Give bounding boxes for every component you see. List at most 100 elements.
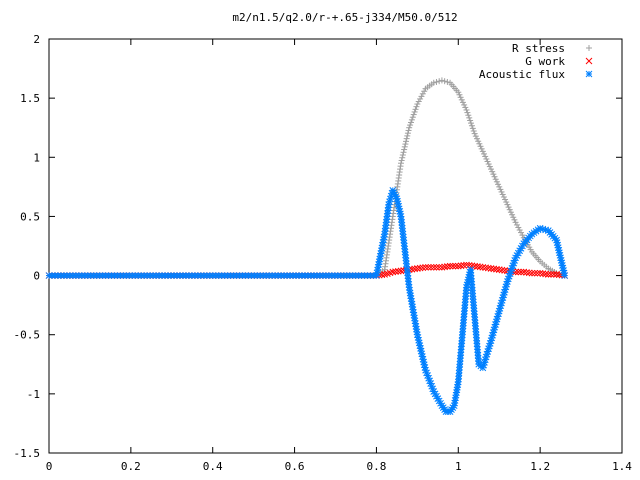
- data-point: [518, 229, 525, 236]
- data-point: [438, 263, 446, 271]
- data-point: [465, 261, 473, 269]
- data-point: [513, 221, 520, 228]
- data-point: [394, 267, 402, 275]
- data-point: [542, 270, 549, 278]
- y-tick-label: 0.5: [20, 210, 40, 223]
- data-point: [398, 157, 405, 164]
- data-point: [476, 263, 484, 271]
- data-point: [482, 264, 489, 272]
- data-point: [515, 224, 522, 231]
- data-point: [481, 150, 488, 157]
- data-point: [396, 208, 404, 215]
- data-point: [430, 263, 438, 271]
- data-point: [394, 200, 402, 208]
- data-point: [446, 262, 454, 270]
- data-point: [407, 119, 414, 126]
- data-point: [454, 262, 462, 270]
- data-point: [444, 78, 451, 85]
- data-point: [484, 264, 492, 272]
- data-point: [441, 263, 448, 271]
- data-point: [411, 265, 418, 273]
- data-point: [500, 193, 507, 200]
- data-point: [449, 262, 457, 270]
- data-point: [482, 153, 489, 160]
- data-point: [407, 122, 414, 129]
- data-point: [472, 133, 479, 140]
- data-point: [424, 263, 432, 271]
- data-point: [503, 199, 510, 206]
- axis-ticks: 0 0.2 0.4 0.6 0.8 1 1.2 1.4 -1.5 -1 -0.5 0 0.5 1 1.5 2: [14, 33, 633, 473]
- data-point: [433, 263, 440, 271]
- data-point: [539, 270, 547, 277]
- data-point: [408, 116, 415, 123]
- data-point: [395, 202, 403, 210]
- data-point: [495, 181, 502, 188]
- data-point: [412, 106, 419, 113]
- data-point: [478, 145, 485, 152]
- data-point: [497, 186, 504, 193]
- x-tick-label: 0.2: [121, 460, 141, 473]
- x-tick-label: 1.2: [530, 460, 550, 473]
- data-point: [435, 263, 443, 271]
- x-tick-label: 0.8: [366, 460, 386, 473]
- data-point: [479, 263, 487, 271]
- data-point: [414, 101, 421, 108]
- y-tick-label: -0.5: [14, 329, 41, 342]
- data-point: [410, 111, 417, 118]
- data-point: [466, 114, 473, 121]
- series-r-stress: [46, 77, 568, 279]
- legend-marker: [585, 57, 593, 65]
- data-point: [506, 206, 513, 213]
- data-point: [462, 104, 469, 111]
- data-point: [416, 264, 424, 272]
- data-point: [458, 96, 465, 103]
- data-marks: [45, 77, 569, 415]
- data-point: [490, 171, 497, 178]
- data-point: [471, 130, 478, 137]
- series-acoustic-flux: [45, 187, 569, 415]
- data-point: [510, 214, 517, 221]
- data-point: [519, 232, 526, 239]
- data-point: [544, 271, 552, 278]
- data-point: [457, 94, 464, 101]
- y-tick-label: 1: [33, 151, 40, 164]
- data-point: [490, 265, 498, 273]
- data-point: [397, 210, 404, 218]
- data-point: [402, 141, 409, 148]
- data-point: [511, 216, 518, 223]
- data-point: [403, 135, 410, 142]
- x-tick-label: 1: [455, 460, 462, 473]
- y-tick-label: -1: [27, 388, 40, 401]
- data-point: [496, 183, 503, 190]
- data-point: [491, 173, 498, 180]
- data-point: [550, 271, 558, 278]
- data-point: [523, 269, 530, 276]
- data-point: [501, 267, 509, 274]
- data-point: [470, 128, 477, 134]
- legend-label: Acoustic flux: [479, 68, 565, 81]
- y-tick-label: 1.5: [20, 92, 40, 105]
- data-point: [483, 155, 490, 162]
- data-point: [452, 262, 459, 270]
- data-point: [469, 125, 476, 132]
- data-point: [477, 143, 484, 150]
- y-tick-label: -1.5: [14, 447, 41, 460]
- data-point: [493, 178, 500, 185]
- data-point: [401, 146, 408, 153]
- data-point: [399, 154, 406, 161]
- data-point: [553, 271, 560, 278]
- data-point: [488, 166, 495, 173]
- data-point: [397, 160, 404, 167]
- data-point: [464, 109, 471, 116]
- data-point: [512, 219, 519, 226]
- data-point: [399, 152, 406, 159]
- data-point: [487, 265, 495, 272]
- data-point: [516, 227, 523, 234]
- data-point: [476, 140, 483, 147]
- data-point: [502, 196, 509, 203]
- data-point: [468, 262, 476, 270]
- chart-title: m2/n1.5/q2.0/r-+.65-j334/M50.0/512: [232, 11, 457, 24]
- data-point: [415, 98, 422, 105]
